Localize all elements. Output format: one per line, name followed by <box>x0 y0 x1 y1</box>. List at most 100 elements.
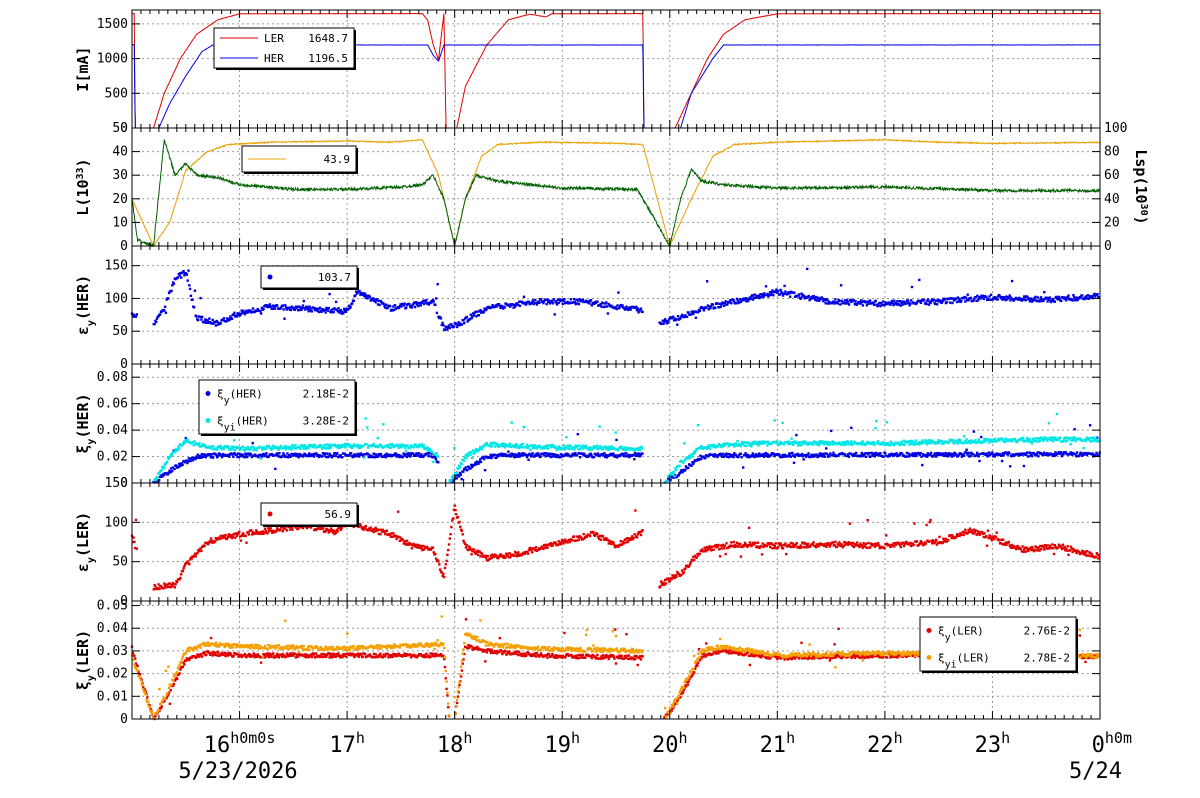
data-point <box>767 455 770 458</box>
data-point <box>756 296 759 299</box>
data-point <box>376 528 380 532</box>
data-point <box>342 312 345 315</box>
data-point <box>579 456 582 459</box>
data-point <box>1000 437 1004 440</box>
data-point <box>1088 439 1092 443</box>
data-point <box>188 558 192 561</box>
data-point <box>391 535 394 538</box>
data-point <box>233 532 236 536</box>
data-point <box>363 294 366 298</box>
data-point <box>543 300 546 303</box>
data-point <box>305 526 309 530</box>
data-point <box>853 302 856 306</box>
data-point <box>386 306 389 309</box>
data-point <box>399 303 402 306</box>
data-point <box>217 536 221 539</box>
data-point <box>285 529 289 532</box>
data-point <box>504 556 507 559</box>
data-point <box>1034 437 1037 440</box>
data-point <box>185 440 188 443</box>
data-point <box>783 453 787 457</box>
data-point <box>574 444 577 447</box>
data-point <box>945 301 948 304</box>
data-point <box>764 285 768 288</box>
data-point <box>134 546 137 550</box>
data-point <box>921 463 924 467</box>
data-point <box>472 548 476 551</box>
data-point <box>452 474 455 477</box>
data-point <box>304 447 308 450</box>
data-point <box>556 298 560 301</box>
data-point <box>936 298 940 302</box>
data-point <box>397 535 401 539</box>
data-point <box>978 439 981 443</box>
data-point <box>157 583 160 586</box>
data-point <box>518 300 521 303</box>
data-point <box>384 532 387 536</box>
data-point <box>153 583 156 587</box>
data-point <box>470 456 474 460</box>
data-point <box>784 290 787 293</box>
data-point <box>307 446 310 449</box>
data-point <box>450 479 453 482</box>
data-point <box>203 444 207 447</box>
data-point <box>582 447 585 450</box>
data-point <box>696 447 699 451</box>
data-point <box>781 294 785 297</box>
data-point <box>307 454 310 457</box>
data-point <box>323 454 326 457</box>
data-point <box>1076 299 1079 302</box>
data-point <box>778 293 781 296</box>
data-point <box>641 447 644 450</box>
data-point <box>514 446 517 449</box>
data-point <box>560 453 563 456</box>
data-point <box>154 478 158 482</box>
data-point <box>219 322 222 325</box>
data-point <box>153 481 157 484</box>
data-point <box>726 452 730 456</box>
data-point <box>329 445 333 449</box>
data-point <box>327 306 330 310</box>
data-point <box>267 305 271 308</box>
data-point <box>355 290 358 293</box>
data-point <box>336 310 339 313</box>
data-point <box>1023 296 1027 299</box>
data-point <box>452 325 456 328</box>
data-point <box>447 324 451 327</box>
data-point <box>386 444 389 447</box>
data-point <box>817 444 821 447</box>
data-point <box>500 442 504 445</box>
data-point <box>488 444 492 448</box>
data-point <box>699 446 702 450</box>
data-point <box>1075 451 1079 454</box>
data-point <box>247 533 251 536</box>
data-point <box>163 584 167 588</box>
data-point <box>171 585 174 588</box>
legend-label: LER <box>264 32 284 45</box>
data-point <box>1071 436 1074 439</box>
data-point <box>849 452 852 455</box>
data-point <box>726 303 729 306</box>
data-point <box>383 453 387 457</box>
data-point <box>530 454 533 457</box>
data-point <box>964 300 967 303</box>
data-point <box>316 309 319 313</box>
data-point <box>227 445 230 448</box>
data-point <box>992 297 995 300</box>
data-point <box>391 309 394 312</box>
data-point <box>754 296 757 299</box>
data-point <box>255 529 258 532</box>
data-point <box>745 300 748 303</box>
data-point <box>860 299 863 302</box>
data-point <box>632 453 635 457</box>
data-point <box>330 311 334 314</box>
data-point <box>303 443 306 447</box>
data-point <box>375 444 379 448</box>
data-point <box>226 537 229 540</box>
data-point <box>596 300 599 303</box>
data-point <box>376 303 380 306</box>
data-point <box>690 310 693 313</box>
data-point <box>153 322 156 326</box>
data-point <box>751 294 754 297</box>
data-point <box>1043 291 1046 294</box>
